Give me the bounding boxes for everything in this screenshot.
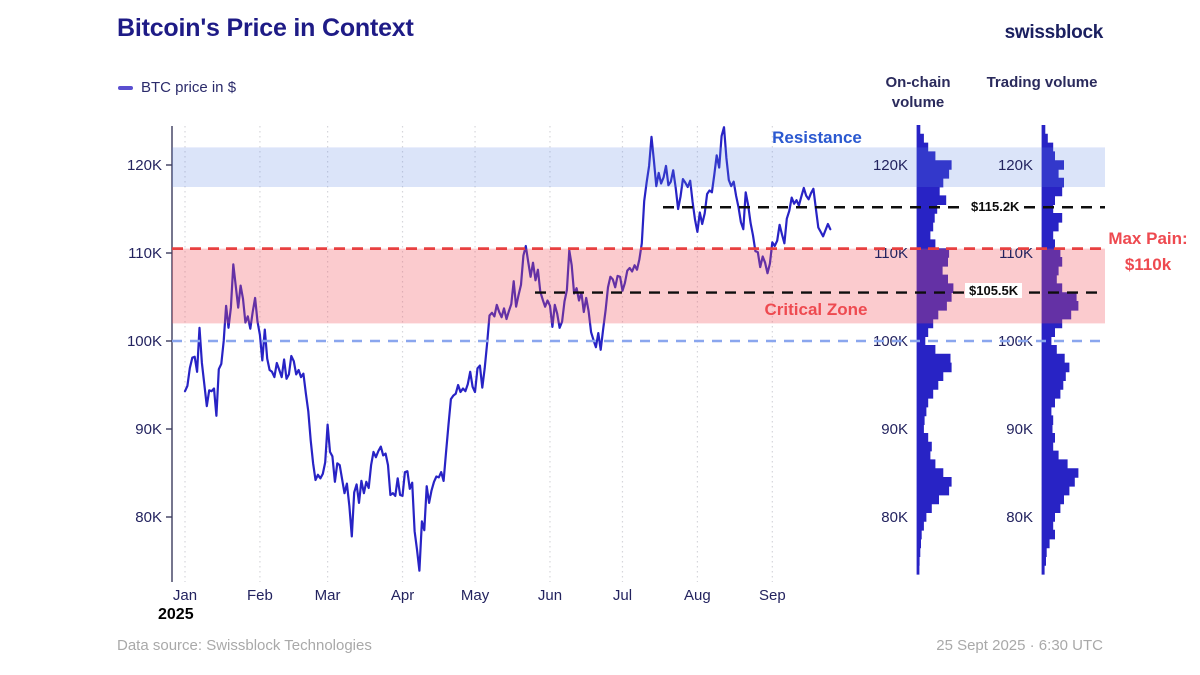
trading-volume-profile — [1041, 125, 1079, 575]
volume-panel-y-label: 100K — [998, 333, 1033, 350]
x-tick-label: Sep — [759, 587, 786, 604]
x-tick-label: Jun — [538, 587, 562, 604]
y-tick-label: 110K — [128, 245, 162, 262]
max-pain-line2: $110k — [1124, 255, 1172, 275]
resistance-band — [172, 147, 1105, 187]
onchain-volume-header: On-chain volume — [885, 74, 951, 111]
resistance-label: Resistance — [772, 128, 862, 147]
timestamp: 25 Sept 2025 · 6:30 UTC — [936, 637, 1103, 654]
x-tick-label: Jan — [173, 587, 197, 604]
critical-zone-band — [172, 248, 1105, 324]
x-tick-label: Feb — [247, 587, 273, 604]
x-tick-label: Jul — [613, 587, 632, 604]
volume-panel-y-label: 90K — [881, 421, 908, 438]
critical-zone-label: Critical Zone — [764, 300, 868, 319]
x-tick-label: Aug — [684, 587, 711, 604]
btc-price-line — [183, 126, 832, 572]
data-source: Data source: Swissblock Technologies — [117, 637, 372, 654]
volume-panel-y-label: 90K — [1006, 421, 1033, 438]
level-115-label: $115.2K — [967, 199, 1024, 214]
volume-panel-y-label: 80K — [1006, 509, 1033, 526]
legend-label: BTC price in $ — [141, 79, 237, 96]
y-tick-label: 80K — [135, 509, 162, 526]
y-tick-label: 90K — [135, 421, 162, 438]
trading-volume-header: Trading volume — [986, 74, 1098, 91]
page-title: Bitcoin's Price in Context — [117, 14, 414, 42]
volume-panel-y-label: 80K — [881, 509, 908, 526]
max-pain-line1: Max Pain: — [1108, 229, 1188, 248]
max-pain-label: Max Pain: $110k — [1100, 226, 1196, 279]
brand-logo: swissblock — [1004, 22, 1104, 43]
onchain-volume-profile — [916, 125, 954, 575]
x-tick-label: Mar — [315, 587, 341, 604]
x-tick-label: May — [461, 587, 490, 604]
legend: BTC price in $ — [118, 79, 236, 96]
volume-panel-y-label: 120K — [998, 157, 1033, 174]
volume-panel-y-label: 120K — [873, 157, 908, 174]
legend-line-swatch — [118, 85, 133, 90]
year-label: 2025 — [158, 606, 194, 623]
y-tick-label: 120K — [127, 157, 162, 174]
x-tick-label: Apr — [391, 587, 414, 604]
y-tick-label: 100K — [127, 333, 162, 350]
level-105-label: $105.5K — [965, 283, 1023, 298]
volume-panel-y-label: 100K — [873, 333, 908, 350]
